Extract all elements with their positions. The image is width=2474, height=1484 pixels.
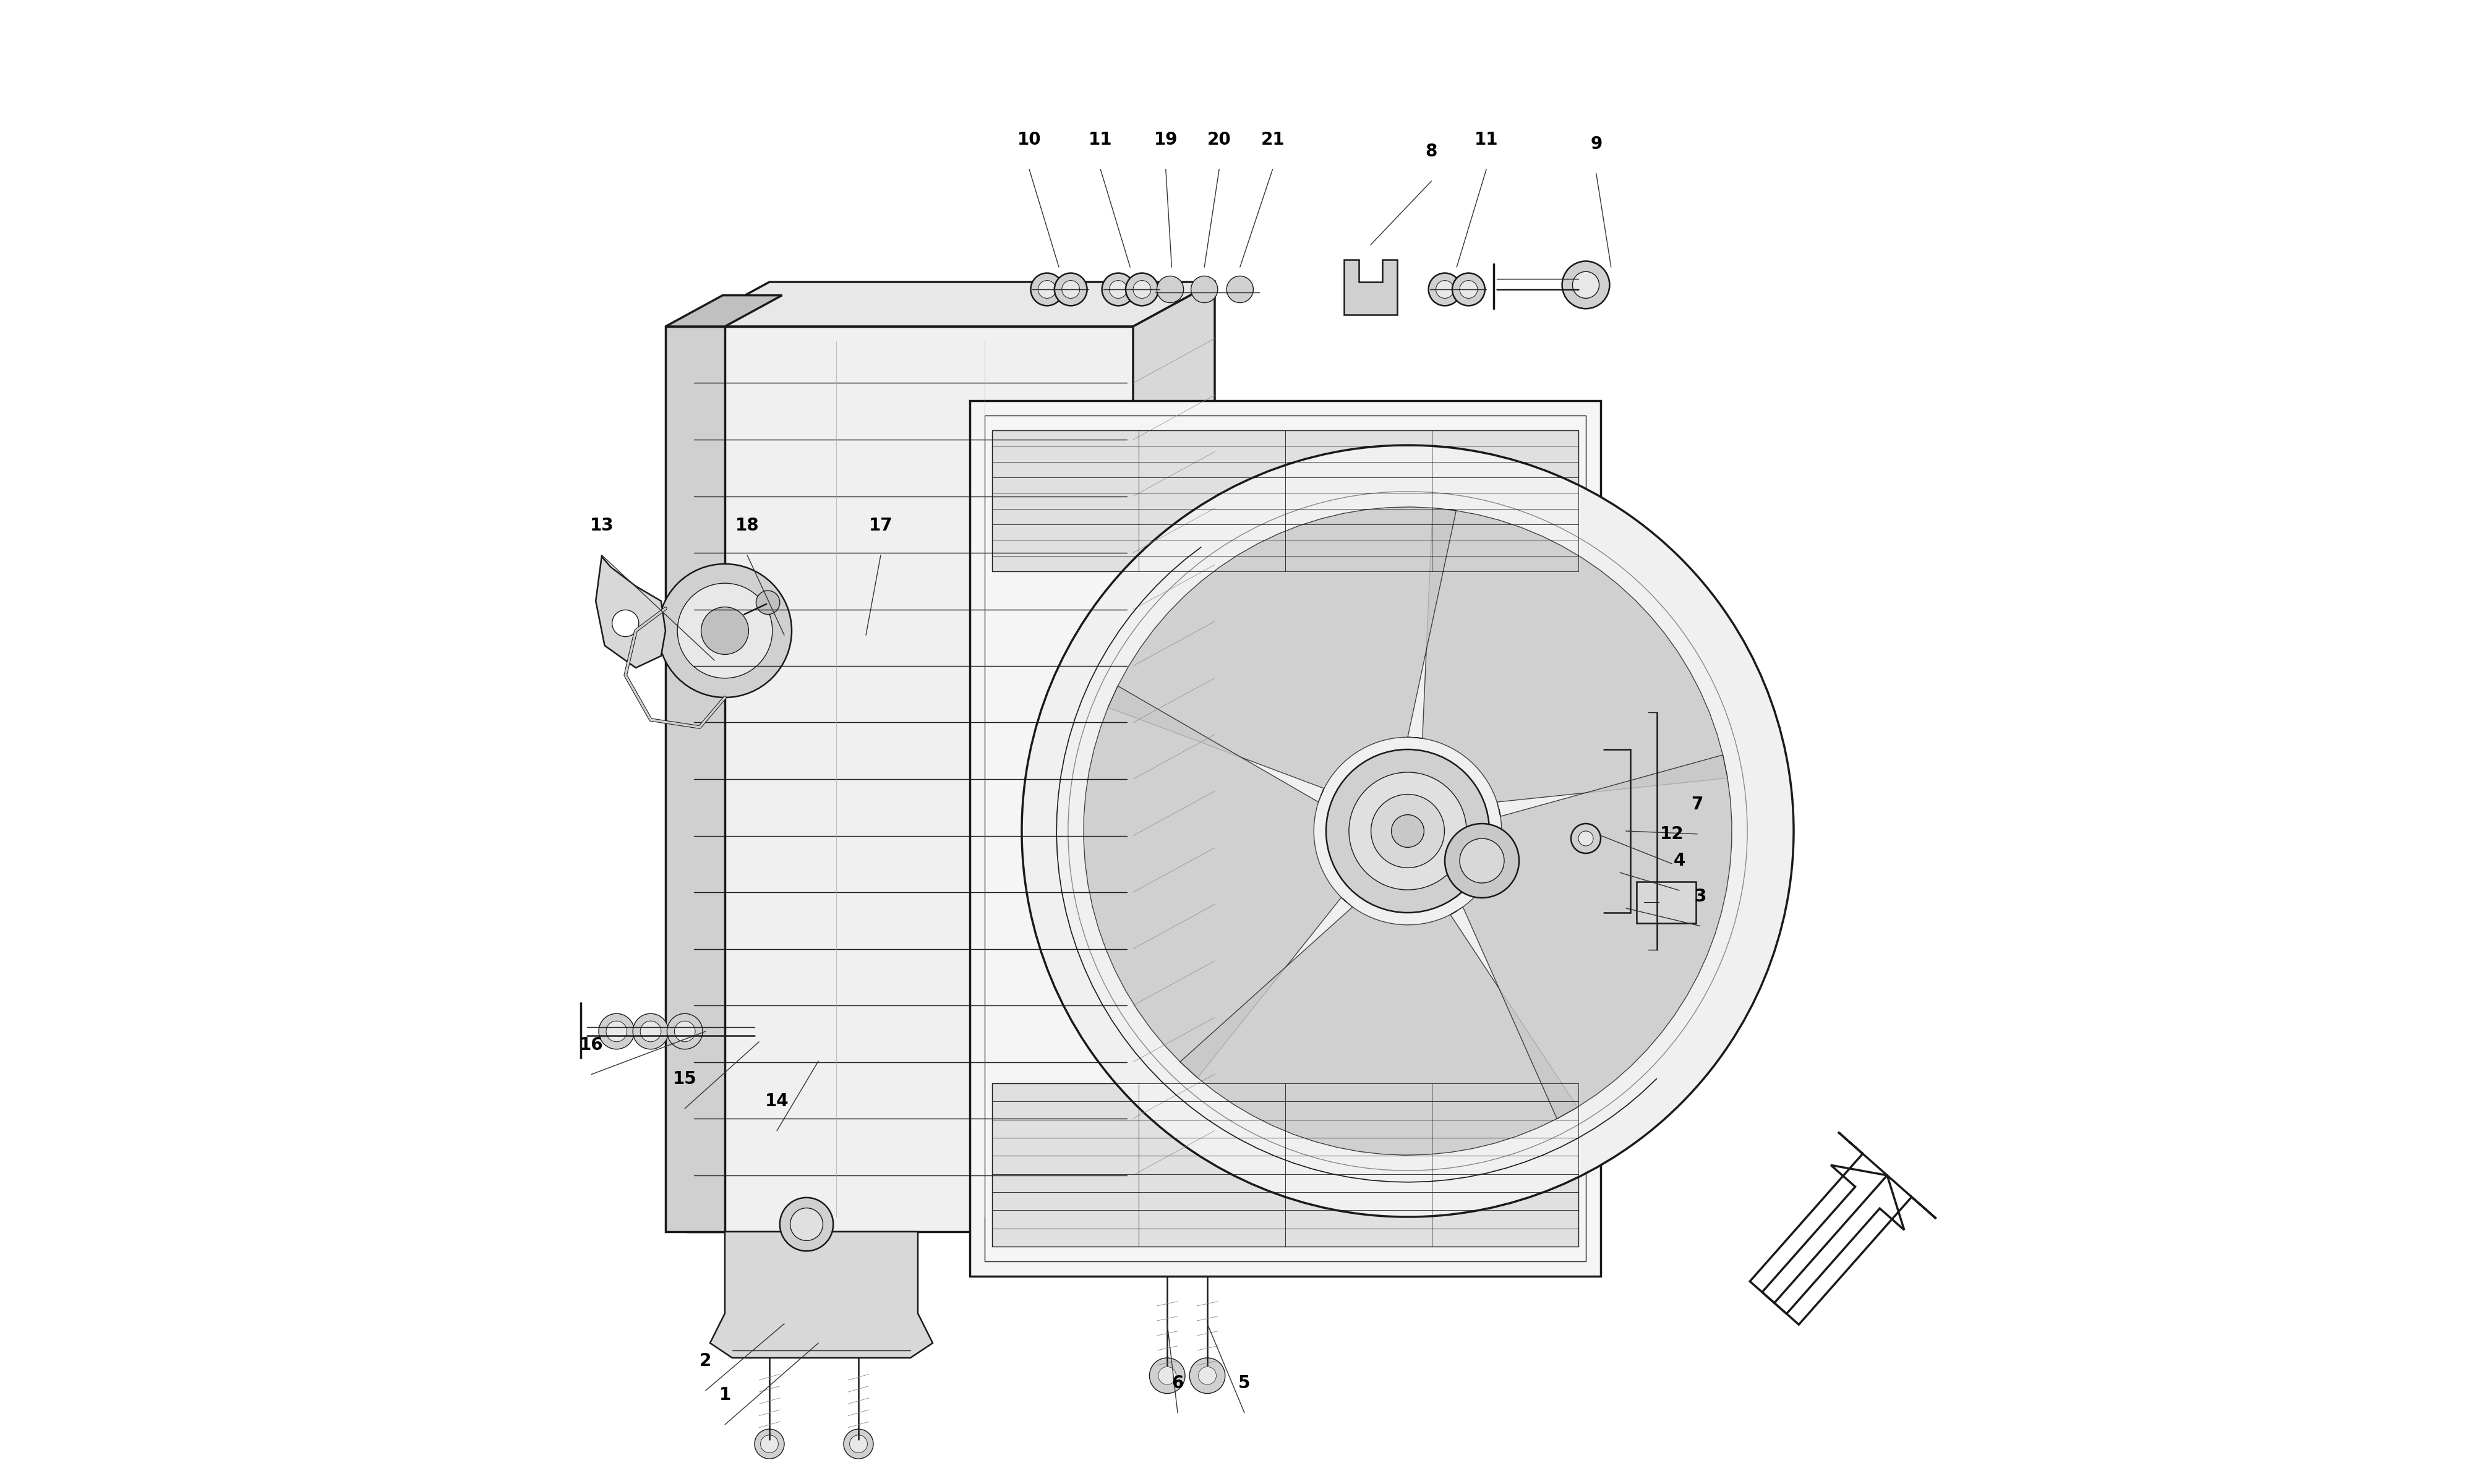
Circle shape [606,1021,626,1042]
Circle shape [1348,772,1467,890]
Text: 11: 11 [1475,131,1499,148]
Circle shape [755,1429,784,1459]
Circle shape [1133,280,1150,298]
Bar [985,416,1586,1261]
Circle shape [1571,824,1601,853]
Text: 20: 20 [1207,131,1232,148]
Circle shape [1578,831,1593,846]
Text: 3: 3 [1695,887,1707,905]
Polygon shape [1343,260,1398,315]
Circle shape [633,1014,668,1049]
Polygon shape [1180,898,1578,1155]
Circle shape [1227,276,1254,303]
Text: 4: 4 [1672,852,1685,870]
Circle shape [1561,261,1611,309]
Polygon shape [1108,508,1457,795]
Circle shape [1390,815,1425,847]
Text: 10: 10 [1017,131,1042,148]
Bar [1635,881,1695,923]
Text: 6: 6 [1173,1374,1183,1392]
Circle shape [1039,280,1056,298]
Circle shape [1435,280,1455,298]
Circle shape [611,610,638,637]
Circle shape [1197,1367,1217,1385]
Circle shape [1460,838,1504,883]
Circle shape [1190,1358,1225,1393]
Polygon shape [1450,755,1732,1119]
Circle shape [675,1021,695,1042]
Text: 8: 8 [1425,142,1437,160]
Circle shape [1054,273,1086,306]
Bar [970,401,1601,1276]
Circle shape [1108,280,1128,298]
Polygon shape [1133,282,1215,1232]
Circle shape [1452,273,1484,306]
Circle shape [678,583,772,678]
Text: 5: 5 [1239,1374,1249,1392]
Circle shape [779,1198,834,1251]
Text: 13: 13 [589,516,614,534]
Circle shape [757,591,779,614]
Circle shape [1032,273,1064,306]
Circle shape [700,607,750,654]
Polygon shape [596,556,666,668]
Circle shape [1427,273,1462,306]
Circle shape [1150,1358,1185,1393]
Text: 1: 1 [720,1386,730,1404]
Circle shape [1445,824,1519,898]
Text: 21: 21 [1262,131,1284,148]
Circle shape [658,564,792,697]
Bar [992,1083,1578,1247]
Text: 18: 18 [735,516,760,534]
Bar [666,326,725,1232]
Circle shape [1371,794,1445,868]
Polygon shape [1415,508,1727,816]
Circle shape [1101,273,1136,306]
Text: 16: 16 [579,1036,604,1054]
Circle shape [1573,272,1598,298]
Circle shape [1158,1367,1175,1385]
Text: 15: 15 [673,1070,698,1088]
Circle shape [789,1208,824,1241]
Circle shape [641,1021,661,1042]
Circle shape [760,1435,779,1453]
Text: 2: 2 [700,1352,713,1370]
Bar [992,430,1578,571]
Circle shape [599,1014,633,1049]
Circle shape [1126,273,1158,306]
Circle shape [1061,280,1079,298]
Text: 12: 12 [1660,825,1685,843]
Circle shape [1022,445,1794,1217]
Circle shape [849,1435,868,1453]
Text: 14: 14 [764,1092,789,1110]
Circle shape [1158,276,1183,303]
Polygon shape [688,282,1215,326]
Circle shape [1460,280,1477,298]
Circle shape [668,1014,703,1049]
Circle shape [1190,276,1217,303]
Polygon shape [710,1232,933,1358]
Text: 19: 19 [1153,131,1178,148]
Text: 11: 11 [1089,131,1113,148]
Circle shape [1326,749,1489,913]
Bar [688,326,1133,1232]
Text: 7: 7 [1692,795,1702,813]
Circle shape [844,1429,873,1459]
Text: 9: 9 [1591,135,1603,153]
Polygon shape [1084,686,1346,1077]
Text: 17: 17 [868,516,893,534]
Polygon shape [666,295,782,326]
